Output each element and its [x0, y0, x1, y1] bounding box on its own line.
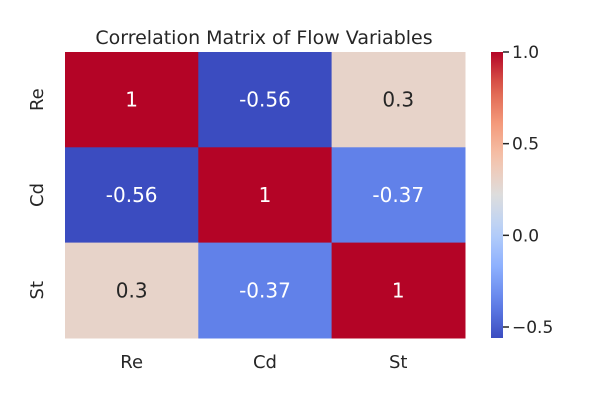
- colorbar-tick-label: 0.5: [512, 135, 539, 155]
- colorbar-tick-label: 0.0: [512, 226, 539, 246]
- heatmap-cell: [331, 242, 466, 339]
- x-tick-label: Re: [120, 352, 143, 373]
- heatmap-cells: 1 -0.56 0.3 -0.56 1 -0.37 0.3 -0.37 1: [65, 52, 466, 339]
- cell-value-label: 1: [125, 88, 138, 112]
- cell-value-label: 1: [392, 278, 405, 302]
- colorbar-tick-label: −0.5: [512, 318, 553, 338]
- y-tick-label: St: [27, 281, 48, 299]
- chart-title: Correlation Matrix of Flow Variables: [95, 27, 432, 49]
- x-tick-label: Cd: [253, 352, 277, 373]
- cell-value-label: 0.3: [382, 88, 414, 112]
- x-axis-tick-labels: Re Cd St: [120, 352, 407, 373]
- heatmap-cell: [65, 52, 199, 148]
- cell-value-label: 0.3: [116, 278, 148, 302]
- cell-value-label: 1: [259, 183, 272, 207]
- heatmap-cell: [65, 147, 199, 244]
- heatmap-cell: [198, 242, 333, 339]
- y-axis-tick-labels: Re Cd St: [27, 88, 48, 299]
- x-tick-label: St: [389, 352, 407, 373]
- heatmap-cell: [198, 52, 333, 148]
- heatmap-cell: [198, 147, 333, 244]
- cell-value-label: -0.56: [239, 88, 291, 112]
- colorbar: [491, 52, 503, 338]
- y-tick-label: Re: [27, 88, 48, 111]
- heatmap-cell: [331, 52, 466, 148]
- heatmap-cell: [65, 242, 199, 339]
- heatmap-cell: [331, 147, 466, 244]
- cell-value-label: -0.56: [106, 183, 158, 207]
- y-tick-label: Cd: [27, 183, 48, 207]
- colorbar-ticks: 1.0 0.5 0.0 −0.5: [503, 43, 553, 338]
- cell-value-label: -0.37: [372, 183, 424, 207]
- cell-value-label: -0.37: [239, 278, 291, 302]
- colorbar-tick-label: 1.0: [512, 43, 539, 63]
